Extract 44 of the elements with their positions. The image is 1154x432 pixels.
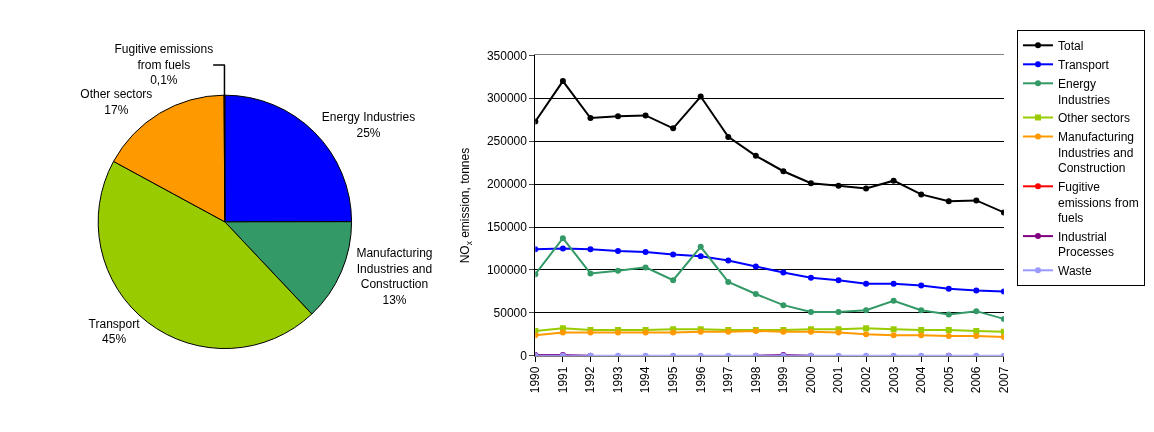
x-tick-label: 1997 (721, 366, 736, 394)
data-label: 25% (356, 125, 381, 140)
x-tick-label: 1993 (610, 366, 625, 394)
x-tick-label: 2001 (831, 366, 846, 394)
x-tick-label: 2002 (858, 366, 873, 394)
y-tick-label: 300000 (486, 91, 528, 106)
x-tick-label: 1994 (638, 366, 653, 394)
slice-label: Fugitive emissions from fuels (114, 42, 214, 72)
x-tick-label: 1990 (528, 366, 543, 394)
legend-label: Other sectors (1058, 111, 1131, 126)
slice-label: Manufacturing Industries and Construction (356, 246, 433, 292)
x-tick-label: 2005 (941, 366, 956, 394)
y-tick-label: 50000 (493, 306, 528, 321)
legend-label: Fugitive emissions from fuels (1058, 179, 1139, 226)
legend-label: Manufacturing Industries and Construction (1058, 130, 1135, 176)
data-label: 45% (102, 332, 127, 347)
legend-label: Industrial Processes (1058, 229, 1115, 260)
x-tick-label: 1999 (776, 366, 791, 394)
legend-label: Total (1058, 39, 1084, 54)
x-tick-label: 2000 (803, 366, 818, 394)
x-tick-label: 1995 (666, 366, 681, 394)
legend-label: Transport (1058, 58, 1110, 73)
slice-label: Other sectors (80, 87, 153, 102)
legend-label: Waste (1058, 264, 1092, 279)
data-label: 17% (104, 103, 129, 118)
data-label: 13% (382, 293, 407, 308)
x-tick-label: 2003 (886, 366, 901, 394)
x-tick-label: 1991 (555, 366, 570, 394)
slice-label: Energy Industries (321, 109, 416, 124)
data-label: 0,1% (150, 73, 178, 88)
x-tick-label: 2007 (996, 366, 1011, 394)
legend-label: Energy Industries (1058, 76, 1111, 107)
x-tick-label: 1996 (693, 366, 708, 394)
slice-label: Transport (88, 316, 141, 331)
y-tick-label: 150000 (486, 220, 528, 235)
y-tick-label: 250000 (486, 134, 528, 149)
y-tick-label: 350000 (486, 48, 528, 63)
y-tick-label: 200000 (486, 177, 528, 192)
x-tick-label: 2004 (914, 366, 929, 394)
x-tick-label: 2006 (969, 366, 984, 394)
y-tick-label: 100000 (486, 263, 528, 278)
x-tick-label: 1998 (748, 366, 763, 394)
y-tick-label: 0 (520, 349, 528, 363)
x-tick-label: 1992 (583, 366, 598, 394)
